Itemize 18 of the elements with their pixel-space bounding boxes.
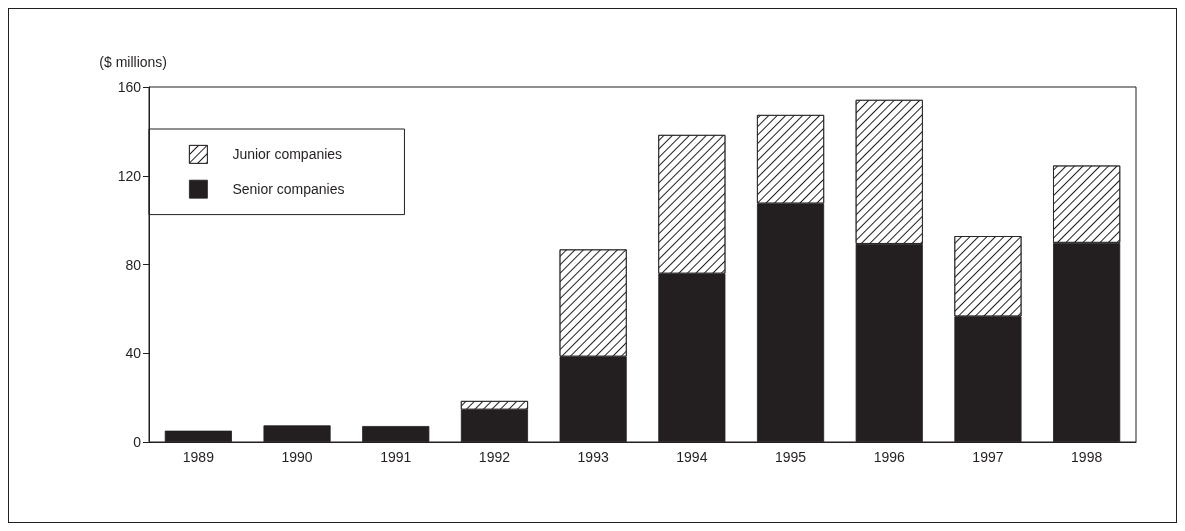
x-tick-label: 1994 (676, 449, 708, 465)
legend-label: Junior companies (232, 146, 343, 163)
x-tick-label: 1989 (182, 449, 215, 465)
legend-label: Senior companies (232, 181, 345, 198)
y-tick-label: 160 (117, 79, 142, 95)
x-tick-label: 1995 (774, 449, 807, 465)
y-tick-label: 40 (125, 345, 142, 362)
x-tick-label: 1998 (1071, 449, 1103, 465)
x-tick-label: 1993 (577, 449, 609, 465)
x-tick-label: 1997 (972, 449, 1004, 465)
y-axis-title: ($ millions) (99, 54, 167, 70)
y-tick-label: 120 (117, 167, 142, 184)
y-tick-label: 0 (133, 434, 142, 450)
x-tick-label: 1991 (380, 449, 412, 465)
x-tick-label: 1990 (281, 449, 313, 465)
y-tick-label: 80 (125, 256, 142, 273)
x-tick-label: 1992 (478, 449, 511, 465)
x-tick-label: 1996 (873, 449, 906, 465)
